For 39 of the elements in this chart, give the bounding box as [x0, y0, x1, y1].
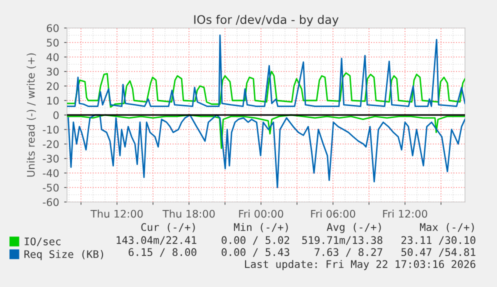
x-tick-label: Thu 12:00: [90, 210, 143, 218]
x-tick-label: Fri 12:00: [383, 210, 428, 218]
y-axis-title: Units read (-) / write (+): [26, 53, 36, 177]
text: Last update: Fri May 22 17:03:16 2026: [245, 260, 476, 270]
x-tick-label: Fri 00:00: [239, 210, 284, 218]
y-tick-label: 0: [53, 111, 59, 120]
y-tick-label: 60: [46, 24, 59, 32]
line-series: [67, 70, 465, 108]
y-tick-label: 50: [46, 38, 59, 47]
text: 7.63 / 8.27: [314, 248, 382, 257]
text: 143.04m/22.41: [116, 236, 196, 245]
y-tick-label: -40: [42, 169, 59, 178]
y-tick-label: -30: [42, 154, 59, 163]
y-tick-label: -50: [42, 184, 59, 192]
line-series: [68, 114, 465, 188]
chart-title: IOs for /dev/vda - by day: [194, 14, 339, 26]
text: 0.00 / 5.43: [222, 248, 290, 257]
text: 519.71m/13.38: [302, 236, 382, 245]
x-tick-label: Fri 06:00: [311, 210, 356, 218]
y-tick-label: 10: [47, 96, 59, 105]
y-tick-label: -20: [42, 140, 59, 148]
legend-label: IO/sec: [24, 237, 60, 246]
y-tick-label: 40: [46, 53, 59, 62]
y-tick-label: -60: [42, 198, 59, 206]
y-tick-label: 20: [46, 82, 59, 90]
x-tick-label: Thu 18:00: [162, 210, 215, 218]
legend-label: Req Size (KB): [24, 250, 104, 260]
y-tick-label: -10: [42, 126, 59, 134]
text: 0.00 / 5.02: [222, 236, 290, 245]
text: Min (-/+): [234, 222, 288, 232]
text: Avg (-/+): [326, 222, 381, 234]
text: Max (-/+): [420, 223, 474, 232]
text: 23.11 /30.10: [402, 236, 476, 245]
line-series: [67, 114, 465, 150]
line-series: [67, 34, 465, 107]
text: 6.15 / 8.00: [128, 248, 196, 257]
text: 50.47 /54.81: [401, 248, 476, 257]
y-tick-label: 30: [46, 68, 59, 76]
text: Cur (-/+): [141, 223, 195, 232]
